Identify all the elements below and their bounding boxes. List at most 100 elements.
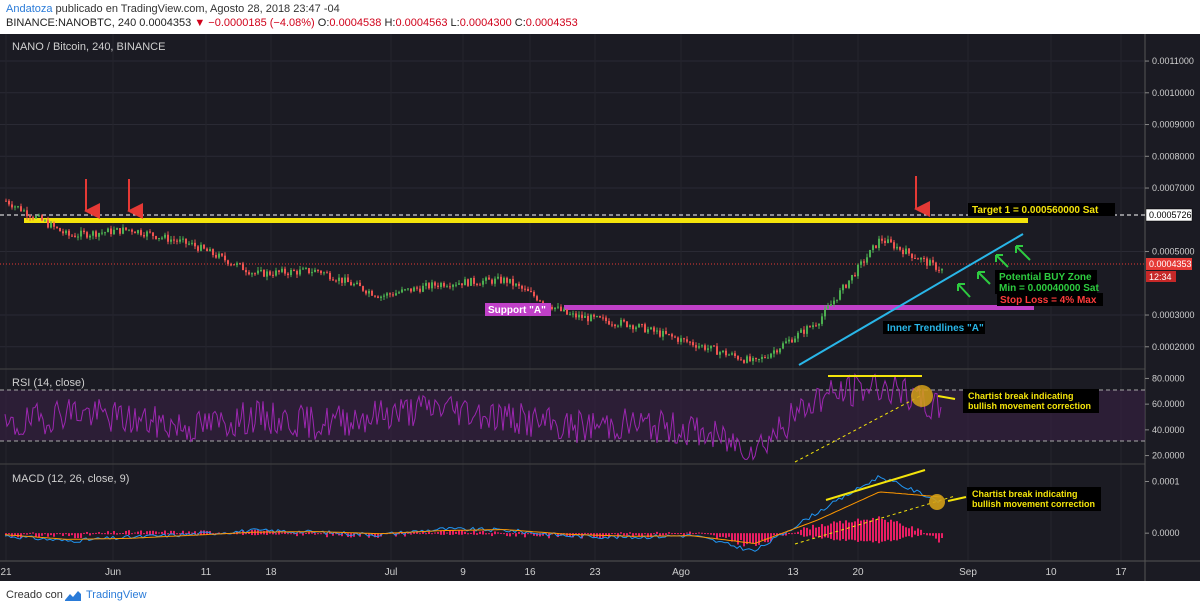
quote-line: BINANCE:NANOBTC, 240 0.0004353 ▼ −0.0000…: [6, 17, 578, 29]
countdown-tag: 12:34: [1149, 272, 1172, 282]
macd-hist-bar: [584, 532, 586, 534]
candle-body: [542, 301, 544, 304]
candle-body: [572, 313, 574, 315]
macd-hist-bar: [149, 530, 151, 535]
macd-hist-bar: [653, 533, 655, 535]
candle-body: [653, 327, 655, 332]
candle-body: [491, 279, 493, 284]
macd-hist-bar: [293, 533, 295, 535]
tradingview-link[interactable]: TradingView: [86, 589, 147, 601]
candle-body: [884, 240, 886, 244]
candle-body: [584, 315, 586, 318]
candle-body: [389, 293, 391, 295]
resistance-tag: 0.0005726: [1149, 210, 1192, 220]
macd-hist-bar: [665, 533, 667, 535]
main-drawings: [0, 214, 1145, 366]
candle-body: [200, 244, 202, 251]
created-with-label: Creado con: [6, 589, 63, 601]
candle-body: [230, 264, 232, 266]
macd-hist-bar: [128, 530, 130, 535]
price-tick-label: 0.0007000: [1152, 183, 1195, 193]
candle-body: [71, 235, 73, 237]
candle-body: [422, 285, 424, 292]
macd-hist-bar: [371, 533, 373, 536]
macd-hist-bar: [662, 533, 664, 536]
candle-body: [824, 308, 826, 317]
buy-zone-min: Min = 0.00040000 Sat: [999, 283, 1099, 294]
chart-svg[interactable]: NANO / Bitcoin, 240, BINANCE Target 1 = …: [0, 34, 1200, 581]
macd-hist-bar: [302, 533, 304, 536]
resistance-tag-bg: [1145, 208, 1193, 222]
candle-body: [827, 305, 829, 309]
macd-hist-bar: [719, 533, 721, 537]
candle-body: [14, 206, 16, 208]
macd-hist-bar: [245, 533, 247, 535]
macd-hist-bar: [641, 533, 643, 537]
macd-hist-bar: [374, 533, 376, 538]
candle-body: [50, 222, 52, 228]
candle-body: [203, 244, 205, 249]
macd-top-line[interactable]: [825, 469, 926, 501]
author-link[interactable]: Andatoza: [6, 3, 53, 15]
candle-body: [65, 230, 67, 234]
macd-hist-bar: [86, 531, 88, 534]
open-value: 0.0004538: [329, 17, 382, 29]
macd-trendline[interactable]: [794, 495, 956, 545]
macd-hist-bar: [929, 533, 931, 536]
rsi-note-bg: [963, 389, 1099, 413]
macd-hist-bar: [176, 533, 178, 535]
candle-body: [746, 356, 748, 363]
candle-body: [110, 228, 112, 235]
macd-hist-bar: [623, 533, 625, 536]
main-pane-title: NANO / Bitcoin, 240, BINANCE: [12, 41, 165, 53]
macd-hist-bar: [797, 531, 799, 534]
macd-hist-bar: [440, 530, 442, 535]
macd-hist-bar: [518, 531, 520, 534]
candle-body: [281, 268, 283, 272]
macd-hist-bar: [536, 533, 538, 537]
buy-zone-bg: [995, 270, 1097, 294]
candle-body: [161, 237, 163, 239]
macd-hist-bar: [377, 533, 379, 538]
support-label-bg: [485, 303, 551, 316]
candle-body: [35, 216, 37, 219]
macd-hist-bar: [104, 533, 106, 535]
candle-body: [386, 293, 388, 296]
candle-body: [446, 286, 448, 288]
candle-body: [224, 255, 226, 261]
candle-body: [368, 290, 370, 294]
macd-hist-bar: [833, 521, 835, 541]
candle-body: [809, 326, 811, 328]
candle-body: [431, 282, 433, 289]
macd-hist-bar: [482, 530, 484, 535]
candle-body: [413, 287, 415, 292]
macd-hist-bar: [659, 533, 661, 537]
rsi-pane[interactable]: RSI (14, close) Chartist break indicatin…: [0, 372, 1145, 463]
macd-hist-bar: [524, 533, 526, 538]
macd-hist-bar: [761, 533, 763, 541]
time-tick-label: Jun: [105, 567, 121, 578]
high-value: 0.0004563: [395, 17, 448, 29]
inner-trendline[interactable]: [798, 233, 1024, 366]
candle-body: [362, 286, 364, 291]
macd-pane[interactable]: MACD (12, 26, close, 9) Chartist break i…: [4, 469, 1101, 552]
candle-body: [428, 283, 430, 289]
candle-body: [212, 249, 214, 256]
time-axis[interactable]: 21 Jun 11 18 Jul 9 16 23 Ago 13 20 Sep 10 17: [0, 567, 1127, 578]
macd-hist-bar: [863, 519, 865, 542]
chart-canvas[interactable]: NANO / Bitcoin, 240, BINANCE Target 1 = …: [0, 34, 1200, 581]
macd-tick-label: 0.0000: [1152, 528, 1180, 538]
macd-hist-bar: [77, 533, 79, 539]
macd-hist-bar: [5, 533, 7, 536]
price-axis[interactable]: 0.0011000 0.0010000 0.0009000 0.0008000 0.00…: [1145, 56, 1195, 538]
resistance-band[interactable]: [24, 218, 1028, 223]
candle-body: [524, 288, 526, 290]
macd-hist-bar: [437, 532, 439, 534]
candle-body: [719, 352, 721, 355]
candle-body: [623, 319, 625, 322]
macd-hist-bar: [428, 531, 430, 534]
support-band[interactable]: [564, 305, 1034, 310]
candle-body: [98, 233, 100, 237]
macd-hist-bar: [920, 529, 922, 536]
rsi-line: [4, 372, 942, 461]
